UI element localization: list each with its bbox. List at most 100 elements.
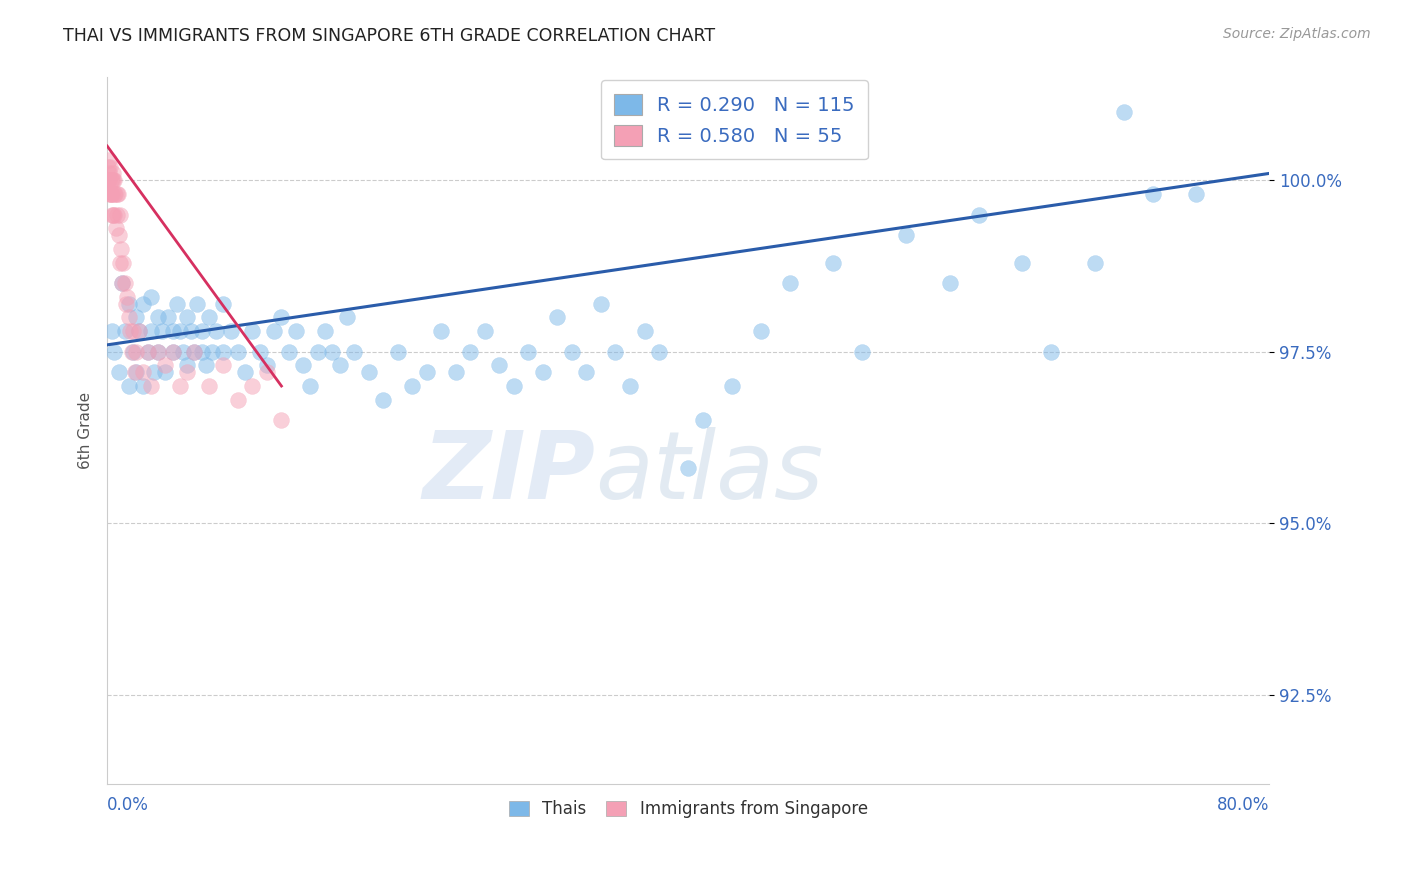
Point	[219, 324, 242, 338]
Point	[1084, 255, 1107, 269]
Point	[233, 365, 256, 379]
Point	[242, 324, 264, 338]
Point	[103, 173, 125, 187]
Point	[212, 359, 235, 373]
Point	[633, 324, 655, 338]
Text: Source: ZipAtlas.com: Source: ZipAtlas.com	[1223, 27, 1371, 41]
Point	[162, 344, 184, 359]
Point	[180, 324, 202, 338]
Point	[212, 344, 235, 359]
Legend: Thais, Immigrants from Singapore: Thais, Immigrants from Singapore	[502, 794, 875, 825]
Point	[107, 187, 129, 202]
Point	[146, 344, 169, 359]
Point	[104, 221, 127, 235]
Point	[458, 344, 481, 359]
Point	[285, 324, 308, 338]
Point	[100, 187, 122, 202]
Point	[122, 324, 145, 338]
Point	[299, 379, 322, 393]
Point	[183, 344, 205, 359]
Point	[619, 379, 641, 393]
Point	[98, 187, 121, 202]
Text: 0.0%: 0.0%	[107, 796, 149, 814]
Point	[111, 276, 134, 290]
Point	[430, 324, 453, 338]
Point	[357, 365, 380, 379]
Point	[136, 344, 159, 359]
Point	[676, 461, 699, 475]
Point	[307, 344, 329, 359]
Point	[401, 379, 423, 393]
Point	[132, 379, 155, 393]
Point	[720, 379, 742, 393]
Point	[111, 276, 134, 290]
Point	[98, 160, 121, 174]
Point	[277, 344, 299, 359]
Point	[190, 344, 212, 359]
Point	[1112, 104, 1135, 119]
Point	[851, 344, 873, 359]
Point	[190, 324, 212, 338]
Point	[263, 324, 285, 338]
Text: THAI VS IMMIGRANTS FROM SINGAPORE 6TH GRADE CORRELATION CHART: THAI VS IMMIGRANTS FROM SINGAPORE 6TH GR…	[63, 27, 716, 45]
Point	[444, 365, 467, 379]
Point	[605, 344, 627, 359]
Point	[103, 344, 125, 359]
Point	[531, 365, 554, 379]
Point	[1011, 255, 1033, 269]
Point	[110, 255, 132, 269]
Point	[749, 324, 772, 338]
Point	[97, 173, 120, 187]
Point	[103, 208, 125, 222]
Point	[117, 290, 139, 304]
Point	[114, 324, 136, 338]
Point	[101, 166, 124, 180]
Point	[132, 297, 155, 311]
Point	[226, 344, 249, 359]
Point	[166, 297, 188, 311]
Point	[343, 344, 366, 359]
Point	[128, 324, 150, 338]
Point	[176, 359, 198, 373]
Point	[125, 310, 148, 325]
Text: ZIP: ZIP	[422, 427, 595, 519]
Point	[118, 310, 141, 325]
Point	[967, 208, 990, 222]
Point	[150, 324, 173, 338]
Point	[107, 228, 129, 243]
Point	[169, 379, 191, 393]
Point	[101, 173, 124, 187]
Point	[648, 344, 671, 359]
Point	[162, 344, 184, 359]
Point	[314, 324, 336, 338]
Point	[98, 173, 121, 187]
Point	[561, 344, 583, 359]
Y-axis label: 6th Grade: 6th Grade	[79, 392, 93, 469]
Point	[589, 297, 612, 311]
Point	[162, 324, 184, 338]
Point	[139, 379, 162, 393]
Point	[103, 208, 125, 222]
Point	[387, 344, 409, 359]
Point	[198, 310, 221, 325]
Point	[108, 208, 131, 222]
Point	[186, 297, 208, 311]
Point	[105, 187, 128, 202]
Point	[205, 324, 228, 338]
Point	[118, 379, 141, 393]
Point	[103, 187, 125, 202]
Point	[155, 365, 177, 379]
Point	[1040, 344, 1063, 359]
Point	[139, 324, 162, 338]
Point	[101, 187, 124, 202]
Point	[198, 379, 221, 393]
Point	[142, 365, 165, 379]
Point	[176, 310, 198, 325]
Point	[114, 276, 136, 290]
Point	[132, 365, 155, 379]
Point	[124, 365, 146, 379]
Point	[146, 344, 169, 359]
Point	[328, 359, 350, 373]
Point	[122, 344, 145, 359]
Point	[97, 166, 120, 180]
